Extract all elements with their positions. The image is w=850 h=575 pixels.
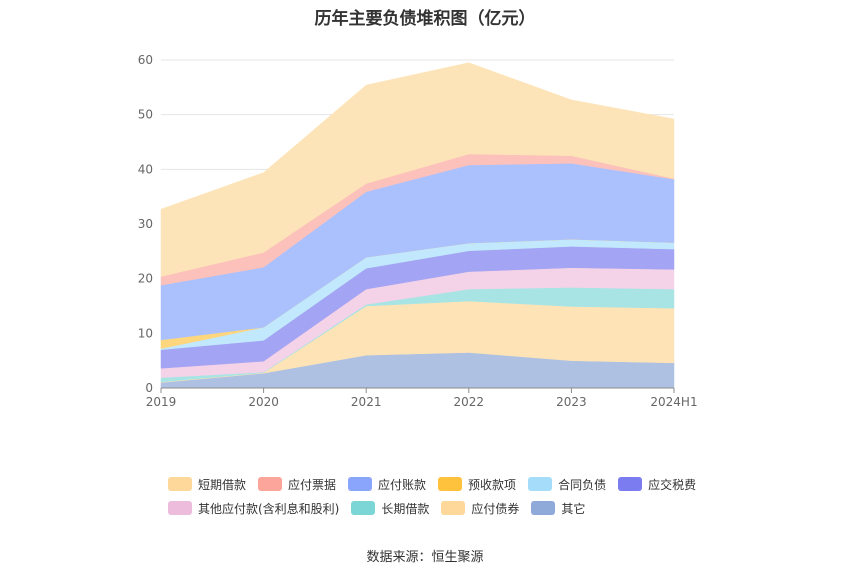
legend-swatch [531, 501, 556, 515]
legend-label: 合同负债 [558, 477, 607, 492]
legend-item[interactable]: 其他应付款(含利息和股利) [168, 500, 339, 517]
legend-label: 其它 [561, 501, 586, 516]
x-tick-label: 2021 [351, 395, 382, 409]
x-tick-label: 2020 [248, 395, 279, 409]
legend-swatch [348, 477, 373, 491]
legend-item[interactable]: 合同负债 [528, 476, 606, 493]
legend-row: 其他应付款(含利息和股利) 长期借款 应付债券 其它 [168, 496, 728, 520]
legend-item[interactable]: 应付债券 [441, 500, 519, 517]
y-tick-label: 30 [138, 217, 153, 231]
area-series [160, 62, 675, 389]
legend-item[interactable]: 应付票据 [258, 476, 336, 493]
legend-swatch [168, 477, 192, 491]
legend-swatch [351, 501, 376, 515]
legend-label: 长期借款 [381, 501, 430, 516]
chart-plot: 0 10 20 30 40 50 60 2019 2020 2021 2022 2023 2024H1 [138, 53, 698, 409]
legend-swatch [168, 501, 192, 515]
chart-title: 历年主要负债堆积图（亿元） [314, 9, 536, 29]
y-tick-label: 0 [145, 381, 153, 395]
y-tick-label: 10 [138, 326, 153, 340]
legend-label: 应交税费 [648, 477, 697, 492]
legend-item[interactable]: 预收款项 [438, 476, 516, 493]
x-tick-label: 2024H1 [650, 395, 697, 409]
legend-swatch [618, 477, 643, 491]
legend-item[interactable]: 长期借款 [351, 500, 429, 517]
legend-label: 短期借款 [198, 477, 247, 492]
legend-row: 短期借款 应付票据 应付账款 预收款项 合同负债 应交税费 [168, 472, 728, 496]
x-tick-label: 2022 [454, 395, 485, 409]
y-tick-label: 60 [138, 53, 153, 67]
axes: 0 10 20 30 40 50 60 2019 2020 2021 2022 2023 2024H1 [138, 53, 698, 409]
x-tick-label: 2019 [146, 395, 177, 409]
legend-item[interactable]: 其它 [531, 500, 585, 517]
area-series-9 [160, 62, 675, 277]
legend-label: 其他应付款(含利息和股利) [198, 501, 340, 516]
y-tick-label: 20 [138, 272, 153, 286]
legend-swatch [438, 477, 463, 491]
y-tick-label: 40 [138, 162, 153, 176]
legend-item[interactable]: 短期借款 [168, 476, 246, 493]
legend-item[interactable]: 应付账款 [348, 476, 426, 493]
legend-swatch [258, 477, 283, 491]
legend-swatch [528, 477, 553, 491]
legend-label: 预收款项 [468, 477, 517, 492]
legend-swatch [441, 501, 466, 515]
x-tick-label: 2023 [556, 395, 587, 409]
y-tick-label: 50 [138, 108, 153, 122]
legend-label: 应付债券 [471, 501, 520, 516]
legend: 短期借款 应付票据 应付账款 预收款项 合同负债 应交税费其他应付款(含利息和股利) 长期借… [168, 472, 728, 520]
legend-item[interactable]: 应交税费 [618, 476, 696, 493]
source-note: 数据来源：恒生聚源 [366, 550, 484, 565]
legend-label: 应付票据 [288, 477, 337, 492]
legend-label: 应付账款 [378, 477, 427, 492]
